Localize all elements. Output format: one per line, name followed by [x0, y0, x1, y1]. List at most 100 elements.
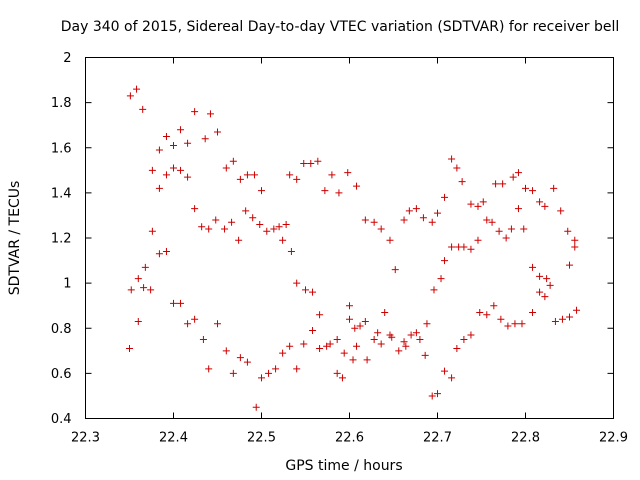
data-point: [437, 275, 445, 283]
data-point: [323, 342, 331, 350]
data-point: [400, 216, 408, 224]
data-point: [270, 225, 278, 233]
data-point: [184, 139, 192, 147]
data-point: [275, 223, 283, 231]
data-point: [441, 367, 449, 375]
data-point: [361, 216, 369, 224]
x-tick-label: 22.6: [335, 431, 364, 446]
data-point: [448, 155, 456, 163]
data-point: [272, 365, 280, 373]
data-point: [222, 347, 230, 355]
data-point: [222, 164, 230, 172]
data-point: [205, 365, 213, 373]
data-points: [126, 85, 581, 411]
data-point: [198, 223, 206, 231]
data-point: [265, 369, 273, 377]
data-point: [346, 302, 353, 310]
data-point: [566, 261, 573, 269]
data-point: [391, 266, 399, 274]
data-point: [309, 288, 317, 296]
data-point: [148, 227, 156, 235]
data-point: [177, 299, 185, 307]
y-tick-label: 1.8: [51, 96, 72, 111]
data-point: [434, 390, 441, 398]
data-point: [170, 164, 177, 172]
data-point: [214, 320, 221, 328]
data-point: [460, 243, 468, 251]
data-point: [242, 207, 250, 215]
data-point: [316, 311, 324, 319]
data-point: [541, 202, 549, 210]
data-point: [252, 403, 260, 411]
data-point: [126, 345, 133, 353]
data-point: [551, 317, 559, 325]
data-point: [479, 198, 487, 206]
data-point: [155, 250, 163, 258]
data-point: [405, 207, 413, 215]
y-tick-label: 1.2: [51, 232, 72, 247]
data-point: [474, 202, 482, 210]
x-tick-label: 22.8: [511, 431, 540, 446]
data-point: [400, 338, 408, 346]
data-point: [351, 324, 359, 332]
data-point: [407, 331, 415, 339]
data-point: [511, 320, 519, 328]
y-tick-label: 2: [63, 51, 71, 66]
data-point: [423, 320, 431, 328]
data-point: [522, 184, 529, 192]
data-point: [235, 236, 243, 244]
data-point: [147, 286, 155, 294]
data-point: [483, 216, 491, 224]
data-point: [402, 342, 410, 350]
data-point: [170, 299, 177, 307]
data-point: [177, 166, 185, 174]
data-point: [448, 374, 456, 382]
data-point: [340, 349, 348, 357]
data-point: [133, 85, 141, 93]
data-point: [363, 356, 371, 364]
data-point: [316, 345, 324, 353]
data-point: [206, 110, 214, 118]
data-point: [483, 311, 491, 319]
data-point: [279, 349, 287, 357]
data-point: [249, 214, 257, 222]
data-point: [349, 356, 357, 364]
data-point: [370, 218, 378, 226]
data-point: [300, 160, 308, 168]
data-point: [419, 214, 427, 222]
y-axis-label: SDTVAR / TECUs: [7, 181, 23, 296]
data-point: [256, 220, 264, 228]
data-point: [395, 347, 403, 355]
data-point: [212, 216, 220, 224]
data-point: [279, 236, 287, 244]
data-point: [191, 315, 199, 323]
data-point: [386, 236, 394, 244]
data-point: [286, 171, 294, 179]
data-point: [564, 227, 572, 235]
data-point: [412, 205, 420, 213]
x-tick-label: 22.3: [71, 431, 100, 446]
data-point: [263, 227, 271, 235]
data-point: [309, 327, 317, 335]
data-point: [155, 146, 163, 154]
data-point: [300, 340, 308, 348]
data-point: [550, 184, 558, 192]
data-point: [490, 302, 498, 310]
data-point: [162, 132, 170, 140]
x-tick-label: 22.4: [159, 431, 188, 446]
data-point: [529, 308, 537, 316]
data-point: [557, 207, 565, 215]
data-point: [201, 135, 209, 143]
data-point: [286, 342, 294, 350]
data-point: [458, 178, 466, 186]
data-point: [177, 126, 185, 134]
data-point: [326, 340, 334, 348]
data-point: [321, 187, 329, 195]
data-point: [126, 92, 134, 100]
x-tick-label: 22.9: [599, 431, 628, 446]
data-point: [428, 218, 436, 226]
data-point: [421, 351, 429, 359]
data-point: [529, 187, 537, 195]
data-point: [453, 164, 461, 172]
